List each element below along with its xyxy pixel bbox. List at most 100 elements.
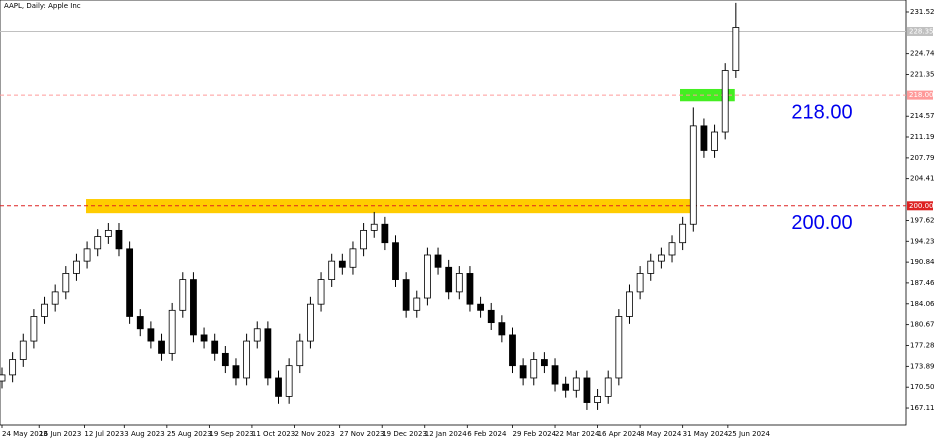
candle-body [615, 316, 623, 379]
candle-body [594, 396, 601, 403]
candle-body [700, 125, 708, 151]
candle-body [115, 229, 123, 250]
candle-body [296, 340, 304, 367]
candle-body [530, 359, 538, 379]
candle-body [434, 254, 442, 268]
candle-body [381, 223, 389, 244]
candle-body [392, 242, 399, 280]
x-tick-label: 19 Dec 2023 [382, 430, 427, 438]
y-tick-label: 207.79 [910, 154, 935, 162]
annotation: 218.00 [791, 101, 852, 123]
candle-body [51, 291, 59, 305]
candle-body [94, 236, 102, 250]
candle-body [168, 309, 176, 354]
price-label: 218.00 [909, 91, 934, 99]
candle-body [30, 316, 38, 342]
candle-body [711, 131, 718, 151]
price-label-box [907, 201, 933, 211]
y-tick-label: 190.84 [910, 258, 935, 266]
candle-body [221, 352, 229, 367]
candle-body [689, 125, 697, 225]
candle-body [104, 229, 112, 237]
candle-body [0, 374, 6, 382]
y-tick-label: 194.23 [910, 237, 935, 245]
candle-body [179, 279, 187, 311]
y-tick-label: 173.89 [910, 362, 935, 370]
x-tick-label: 6 Feb 2024 [467, 430, 507, 438]
candle-body [466, 273, 474, 305]
candle-body [83, 248, 91, 262]
x-tick-label: 3 Aug 2023 [124, 430, 164, 438]
candle-body [190, 279, 197, 336]
candle-body [275, 377, 282, 397]
candle-body [360, 229, 367, 250]
candle-body [147, 328, 155, 342]
x-tick-label: 16 Jun 2023 [39, 430, 81, 438]
candle-body [583, 377, 591, 403]
x-tick-label: 12 Jul 2023 [84, 430, 124, 438]
candle-body [73, 260, 80, 274]
candle-body [338, 260, 346, 268]
y-tick-label: 211.19 [910, 133, 935, 141]
x-tick-label: 25 Jun 2024 [728, 430, 771, 438]
annotation: 200.00 [791, 212, 852, 234]
candle-body [572, 377, 580, 391]
candle-body [647, 260, 655, 274]
y-tick-label: 180.67 [910, 321, 935, 329]
candle-body [424, 254, 431, 299]
candle-body [349, 248, 357, 268]
y-tick-label: 221.35 [910, 71, 935, 79]
candle-body [487, 309, 495, 324]
y-tick-label: 214.57 [910, 112, 935, 120]
x-tick-label: 24 May 2023 [2, 430, 48, 438]
candle-body [158, 340, 165, 354]
candle-body [41, 303, 48, 317]
candle-body [626, 291, 633, 317]
price-label: 228.35 [909, 27, 934, 35]
candle-body [402, 279, 410, 311]
candle-body [200, 334, 208, 342]
candle-body [126, 248, 134, 317]
y-tick-label: 224.74 [910, 50, 935, 58]
candle-body [62, 273, 70, 293]
x-tick-label: 29 Feb 2024 [512, 430, 556, 438]
candle-body [562, 383, 570, 391]
candle-body [509, 334, 516, 367]
candle-body [211, 340, 219, 354]
x-tick-label: 25 Aug 2023 [167, 430, 212, 438]
y-tick-label: 187.46 [910, 279, 935, 287]
candle-body [19, 340, 27, 360]
y-tick-label: 197.62 [910, 216, 935, 224]
candle-body [636, 273, 644, 293]
candle-body [732, 27, 740, 71]
price-label-box [907, 90, 933, 100]
candle-body [721, 70, 729, 133]
y-tick-label: 167.11 [910, 404, 935, 412]
candle-body [232, 365, 240, 379]
candle-body [136, 316, 144, 330]
y-tick-label: 184.06 [910, 300, 935, 308]
candle-body [604, 377, 612, 397]
candle-body [317, 279, 325, 305]
candle-body [445, 266, 453, 293]
chart-title: AAPL, Daily: Apple Inc [4, 2, 81, 10]
x-tick-label: 12 Jan 2024 [425, 430, 468, 438]
y-tick-label: 204.41 [910, 175, 935, 183]
x-tick-label: 27 Nov 2023 [340, 430, 385, 438]
x-tick-label: 2 Nov 2023 [294, 430, 334, 438]
price-label-box [907, 26, 933, 36]
candle-body [477, 303, 484, 311]
candle-body [9, 359, 17, 376]
x-tick-label: 19 Sep 2023 [209, 430, 253, 438]
candle-body [243, 340, 251, 379]
x-tick-label: 22 Mar 2024 [555, 430, 600, 438]
x-tick-label: 8 May 2024 [640, 430, 682, 438]
candle-body [540, 359, 548, 367]
candle-body [370, 223, 378, 231]
x-tick-label: 16 Apr 2024 [598, 430, 642, 438]
candle-body [657, 254, 665, 262]
x-tick-label: 11 Oct 2023 [252, 430, 295, 438]
candle-body [253, 328, 261, 342]
